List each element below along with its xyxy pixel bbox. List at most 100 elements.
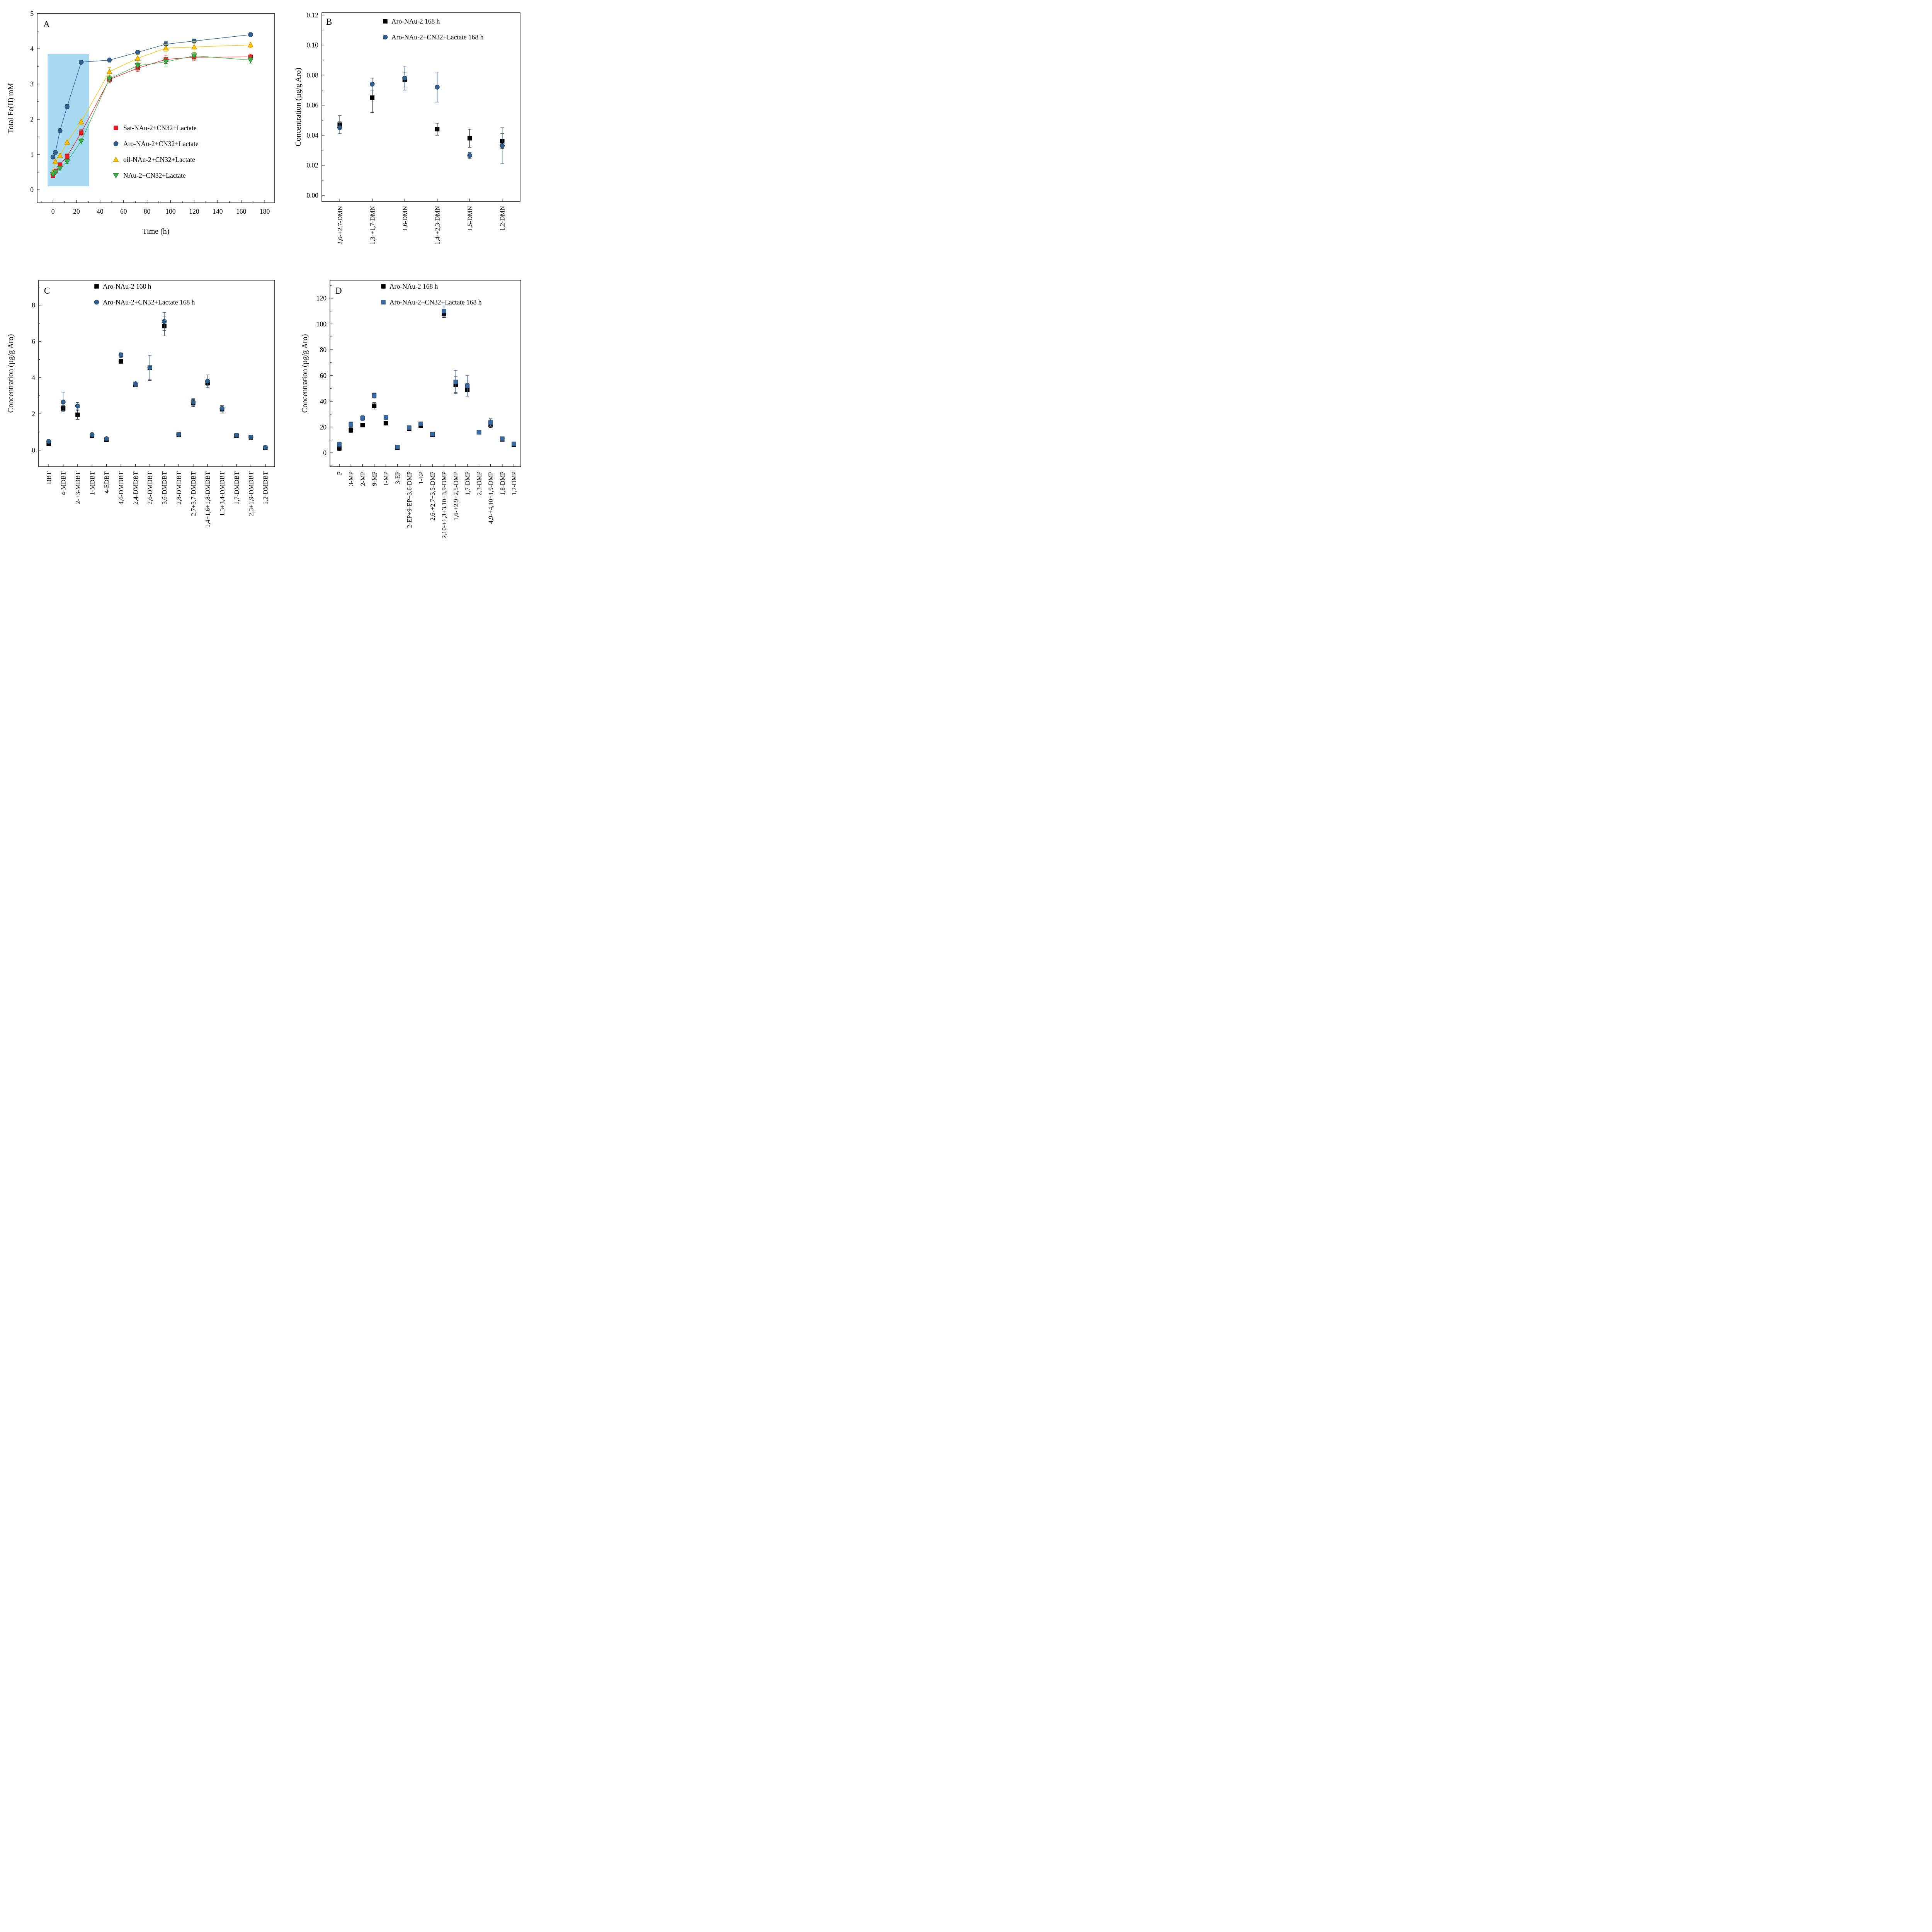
x-tick-label: 140 — [213, 207, 223, 215]
data-point-marker — [113, 173, 119, 179]
x-category-label: 9-MP — [371, 471, 378, 486]
x-category-label: 2-MP — [359, 471, 366, 486]
data-point-marker — [383, 421, 388, 426]
x-category-label: 1,5-DMN — [466, 206, 474, 231]
data-point-marker — [57, 166, 63, 172]
data-point-marker — [52, 170, 58, 175]
axis-labels: 0 1 2 3 4 5 0 20 40 60 80 100 120 140 160 180 Total Fe(I… — [7, 10, 270, 236]
y-tick-label: 2 — [30, 116, 34, 123]
y-tick-label: 3 — [30, 80, 34, 88]
legend-item-label: Aro-NAu-2+CN32+Lactate 168 h — [103, 298, 195, 306]
data-point-marker — [248, 32, 253, 37]
legend-item-label: Aro-NAu-2 168 h — [103, 282, 151, 290]
data-point-marker — [430, 432, 435, 437]
x-category-label: 1,6-DMN — [401, 206, 408, 231]
axes-box — [330, 280, 521, 467]
data-point-marker — [349, 428, 353, 433]
data-point-marker — [465, 383, 470, 388]
series-aro-nau-2-cn32-lactate — [50, 32, 253, 160]
data-point-marker — [263, 445, 268, 450]
y-axis-title: Concentration (µg/g Aro) — [7, 334, 15, 413]
data-point-marker — [163, 45, 169, 51]
x-tick-label: 180 — [260, 207, 270, 215]
x-category-label: 1,7-DMDBT — [233, 471, 240, 505]
data-point-marker — [191, 44, 197, 49]
x-category-label: 1,2-DMDBT — [262, 471, 269, 505]
data-point-marker — [75, 412, 80, 417]
data-point-marker — [383, 34, 388, 40]
data-point-marker — [106, 68, 112, 74]
data-point-marker — [247, 58, 254, 63]
data-point-marker — [64, 139, 70, 145]
data-point-marker — [402, 75, 407, 81]
x-category-label: 4,9-+4,10+1,9-DMP — [487, 471, 495, 524]
data-point-marker — [113, 141, 119, 146]
data-point-marker — [360, 416, 365, 420]
data-point-marker — [500, 436, 505, 441]
panel-letter: D — [335, 286, 342, 296]
x-category-label: 1-MDBT — [88, 471, 96, 495]
data-point-marker — [381, 284, 386, 289]
y-tick-label: 8 — [32, 301, 35, 309]
data-point-marker — [133, 381, 138, 386]
x-category-label: 3,6-DMDBT — [161, 471, 168, 505]
legend: Aro-NAu-2 168 h Aro-NAu-2+CN32+Lactate 16… — [381, 282, 482, 306]
x-category-label: 4,6-DMDBT — [117, 471, 125, 505]
panel-letter: B — [326, 17, 332, 27]
data-point-marker — [372, 393, 377, 398]
legend-item-label: Aro-NAu-2 168 h — [391, 17, 440, 25]
axis-ticks — [330, 285, 514, 467]
data-point-marker — [467, 136, 472, 141]
panel-b-chart: 0.00 0.02 0.04 0.06 0.08 0.10 0.12 2,6-+2,7-DMN… — [294, 11, 520, 245]
y-tick-label: 0 — [30, 186, 34, 194]
x-category-label: 2,7+3,7-DMDBT — [190, 471, 197, 516]
y-tick-label: 1 — [30, 151, 34, 158]
x-category-label: 1,4+1,6+1,8-DMDBT — [204, 471, 211, 528]
data-point-marker — [94, 284, 99, 289]
y-tick-label: 80 — [320, 346, 327, 354]
data-point-marker — [78, 60, 84, 65]
data-point-marker — [118, 352, 124, 357]
y-tick-label: 60 — [320, 372, 327, 379]
x-category-label: P — [336, 471, 343, 475]
data-point-marker — [114, 126, 118, 130]
panel-letter: A — [43, 19, 50, 29]
y-tick-label: 0.10 — [306, 41, 318, 49]
axis-labels: 0 20 40 60 80 100 120 P 3-MP 2-MP 9-MP 1-MP 3-EP 2-EP… — [301, 294, 518, 539]
data-point-marker — [104, 436, 109, 441]
series-layer — [337, 306, 516, 451]
axis-ticks — [322, 15, 503, 201]
data-point-marker — [176, 432, 181, 437]
x-axis-title: Time (h) — [143, 227, 170, 236]
x-category-label: 2-EP+9-EP+3,6-DMP — [406, 471, 413, 528]
x-tick-label: 120 — [189, 207, 199, 215]
y-tick-label: 0 — [323, 449, 327, 457]
data-point-marker — [75, 403, 80, 409]
y-tick-label: 0.08 — [306, 71, 318, 79]
series-layer — [337, 66, 505, 164]
legend-item-label: oil-NAu-2+CN32+Lactate — [123, 156, 195, 163]
x-category-label: DBT — [45, 471, 53, 484]
figure-panel-grid: 0 1 2 3 4 5 0 20 40 60 80 100 120 140 160 180 Total Fe(I… — [0, 0, 526, 553]
axes-box — [38, 280, 275, 467]
data-point-marker — [106, 76, 112, 82]
data-point-marker — [52, 158, 58, 164]
panel-a-chart: 0 1 2 3 4 5 0 20 40 60 80 100 120 140 160 180 Total Fe(I… — [7, 10, 275, 236]
x-tick-label: 0 — [51, 207, 55, 215]
x-category-label: 1,3-+1,7-DMN — [369, 206, 376, 245]
series-aro-nau-2-168-h — [337, 310, 516, 451]
data-point-marker — [50, 172, 56, 177]
x-category-label: 1,2-DMP — [510, 471, 518, 495]
data-point-marker — [219, 406, 224, 411]
legend-item-label: Aro-NAu-2+CN32+Lactate 168 h — [389, 298, 482, 306]
series-line — [53, 34, 251, 157]
axis-labels: 0 2 4 6 8 DBT 4-MDBT 2-+3-MDBT 1-MDBT 4-EDBT 4,6-D… — [7, 301, 269, 528]
data-point-marker — [488, 420, 493, 425]
data-point-marker — [134, 63, 141, 69]
x-tick-label: 80 — [144, 207, 151, 215]
data-point-marker — [134, 55, 141, 61]
data-point-marker — [512, 441, 516, 446]
x-tick-label: 160 — [236, 207, 247, 215]
x-tick-label: 100 — [165, 207, 176, 215]
x-category-label: 2,6-+2,7+3,5-DMP — [429, 471, 436, 520]
